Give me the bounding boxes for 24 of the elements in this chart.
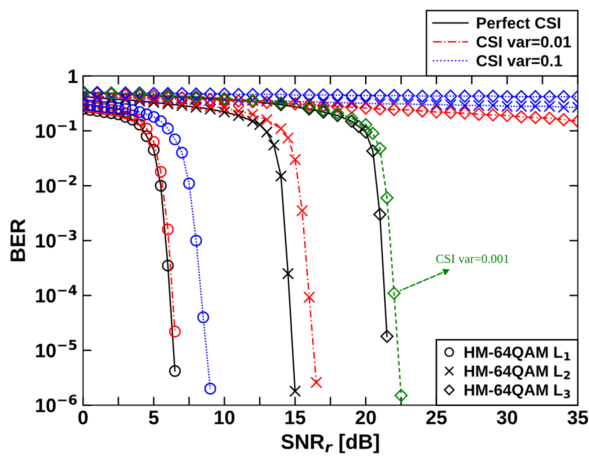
y-tick-label: 10$^{−3}$ <box>36 230 76 248</box>
y-tick-label: 10$^{−1}$ <box>36 120 77 138</box>
annotation: CSI var=0.001 <box>436 254 509 264</box>
legend-label: CSI var=0.1 <box>476 55 562 66</box>
legend-label: Perfect CSI <box>477 16 560 29</box>
y-tick-label: 10$^{−6}$ <box>36 394 77 412</box>
y-tick-label: 10$^{−2}$ <box>36 175 76 193</box>
x-tick-label: 10 <box>214 410 234 424</box>
x-tick-label: 35 <box>567 410 588 424</box>
x-tick-label: 0 <box>78 410 88 424</box>
legend-label: HM-64QAM L$_{3}$ <box>464 384 570 399</box>
y-axis-title: BER <box>10 219 25 262</box>
legend-label: HM-64QAM L$_{2}$ <box>464 365 570 380</box>
x-tick-label: 15 <box>286 410 306 424</box>
x-tick-label: 30 <box>496 410 518 424</box>
x-tick-label: 5 <box>148 410 159 424</box>
y-tick-label: 1 <box>68 70 78 84</box>
x-tick-label: 20 <box>356 410 376 424</box>
legend-label: HM-64QAM L$_{1}$ <box>464 346 570 361</box>
y-tick-label: 10$^{−5}$ <box>36 340 77 358</box>
x-tick-label: 25 <box>426 410 447 424</box>
legend-label: CSI var=0.01 <box>476 36 571 48</box>
y-tick-label: 10$^{−4}$ <box>36 285 77 303</box>
x-axis-title: SNR$_{r}$ [dB] <box>281 434 379 454</box>
